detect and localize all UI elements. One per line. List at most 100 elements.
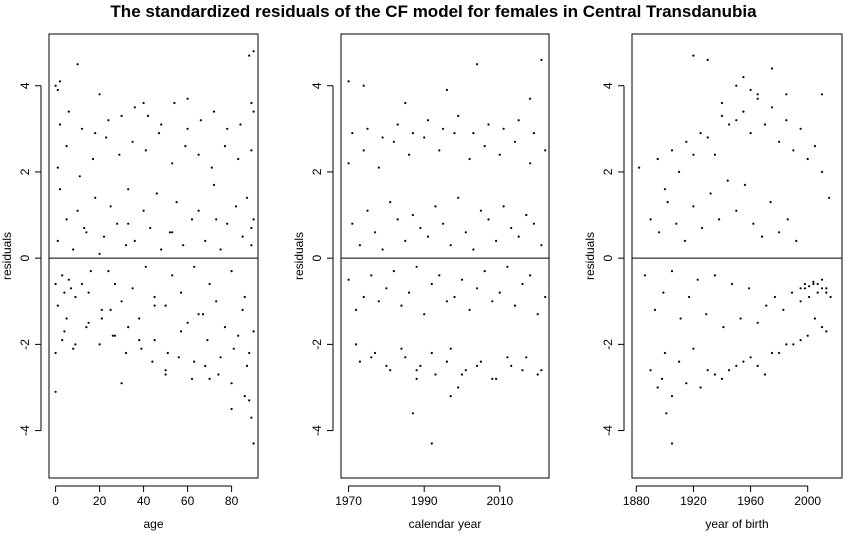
data-point: [820, 170, 824, 173]
data-point: [532, 222, 536, 225]
data-point: [219, 248, 222, 251]
data-point: [411, 412, 414, 415]
data-point: [445, 360, 448, 363]
data-point: [670, 149, 674, 152]
data-point: [449, 347, 452, 350]
data-point: [678, 360, 681, 363]
data-point: [808, 295, 811, 299]
data-point: [792, 343, 795, 346]
data-point: [513, 304, 517, 307]
x-tick-label: 2000: [794, 494, 821, 508]
x-axis-label: age: [143, 517, 163, 531]
data-point: [426, 235, 430, 238]
data-point: [813, 317, 817, 320]
data-point: [544, 149, 547, 152]
y-axis: -4 -2 0 2 4: [601, 82, 625, 436]
data-point: [799, 287, 802, 290]
data-point: [252, 218, 255, 221]
data-point: [404, 101, 407, 105]
data-point: [127, 188, 130, 191]
data-point: [825, 291, 828, 294]
data-point: [675, 222, 678, 225]
y-tick-label: 2: [310, 168, 324, 175]
plot-frame: [631, 33, 843, 479]
data-point: [127, 222, 130, 225]
data-point: [113, 334, 117, 337]
data-point: [491, 377, 494, 380]
data-point: [430, 351, 433, 355]
data-point: [510, 226, 513, 230]
data-point: [138, 317, 141, 320]
data-point: [250, 416, 253, 419]
data-point: [210, 166, 213, 169]
data-point: [80, 282, 84, 286]
data-point: [355, 343, 358, 346]
figure-title: The standardized residuals of the CF mod…: [110, 2, 757, 21]
data-point: [419, 226, 422, 230]
data-point: [241, 308, 244, 311]
data-point: [217, 373, 220, 376]
data-point: [186, 127, 189, 130]
y-tick-label: -2: [310, 339, 324, 350]
data-point: [457, 196, 460, 199]
data-point: [692, 347, 695, 350]
x-axis-label: year of birth: [705, 517, 768, 531]
data-point: [506, 356, 509, 359]
data-point: [175, 201, 178, 204]
data-point: [453, 132, 456, 135]
data-point: [105, 136, 108, 139]
data-point: [94, 196, 97, 199]
data-point: [85, 231, 88, 234]
data-point: [72, 248, 75, 251]
data-point: [109, 308, 112, 311]
x-axis-label: calendar year: [409, 517, 482, 531]
data-point: [65, 218, 68, 221]
data-point: [660, 377, 664, 380]
data-point: [223, 145, 227, 148]
data-point: [171, 162, 174, 165]
data-point: [223, 326, 227, 329]
y-axis: -4 -2 0 2 4: [18, 82, 42, 436]
data-point: [706, 58, 709, 62]
y-tick-label: -4: [18, 425, 32, 436]
data-point: [460, 373, 464, 376]
data-point: [728, 123, 731, 126]
data-point: [699, 386, 702, 389]
x-axis: 1970 1990 2010: [335, 485, 514, 508]
data-point: [149, 226, 152, 230]
data-point: [87, 321, 90, 324]
data-point: [663, 351, 667, 355]
data-point: [726, 179, 729, 182]
y-axis-label: residuals: [583, 232, 597, 280]
data-point: [491, 300, 494, 303]
data-point: [389, 369, 392, 372]
y-tick-label: 2: [601, 168, 615, 175]
data-point: [713, 153, 717, 156]
data-point: [806, 334, 809, 337]
data-point: [476, 63, 479, 66]
data-point: [756, 97, 759, 100]
data-point: [730, 282, 734, 286]
data-point: [252, 110, 255, 113]
data-point: [472, 248, 475, 251]
data-point: [206, 339, 209, 342]
data-point: [83, 226, 86, 230]
data-point: [525, 356, 528, 359]
y-tick-label: 0: [601, 254, 615, 261]
data-point: [445, 88, 448, 92]
data-point: [245, 364, 249, 367]
data-point: [138, 339, 141, 342]
data-point: [705, 313, 708, 316]
x-tick-label: 40: [137, 494, 151, 508]
data-point: [663, 188, 667, 191]
data-point: [419, 364, 422, 367]
data-point: [735, 84, 738, 87]
data-point: [476, 364, 479, 367]
data-point: [483, 270, 486, 273]
data-point: [377, 300, 380, 303]
data-point: [756, 321, 759, 324]
y-tick-label: 0: [18, 254, 32, 261]
data-point: [820, 326, 824, 329]
data-point: [430, 282, 433, 286]
